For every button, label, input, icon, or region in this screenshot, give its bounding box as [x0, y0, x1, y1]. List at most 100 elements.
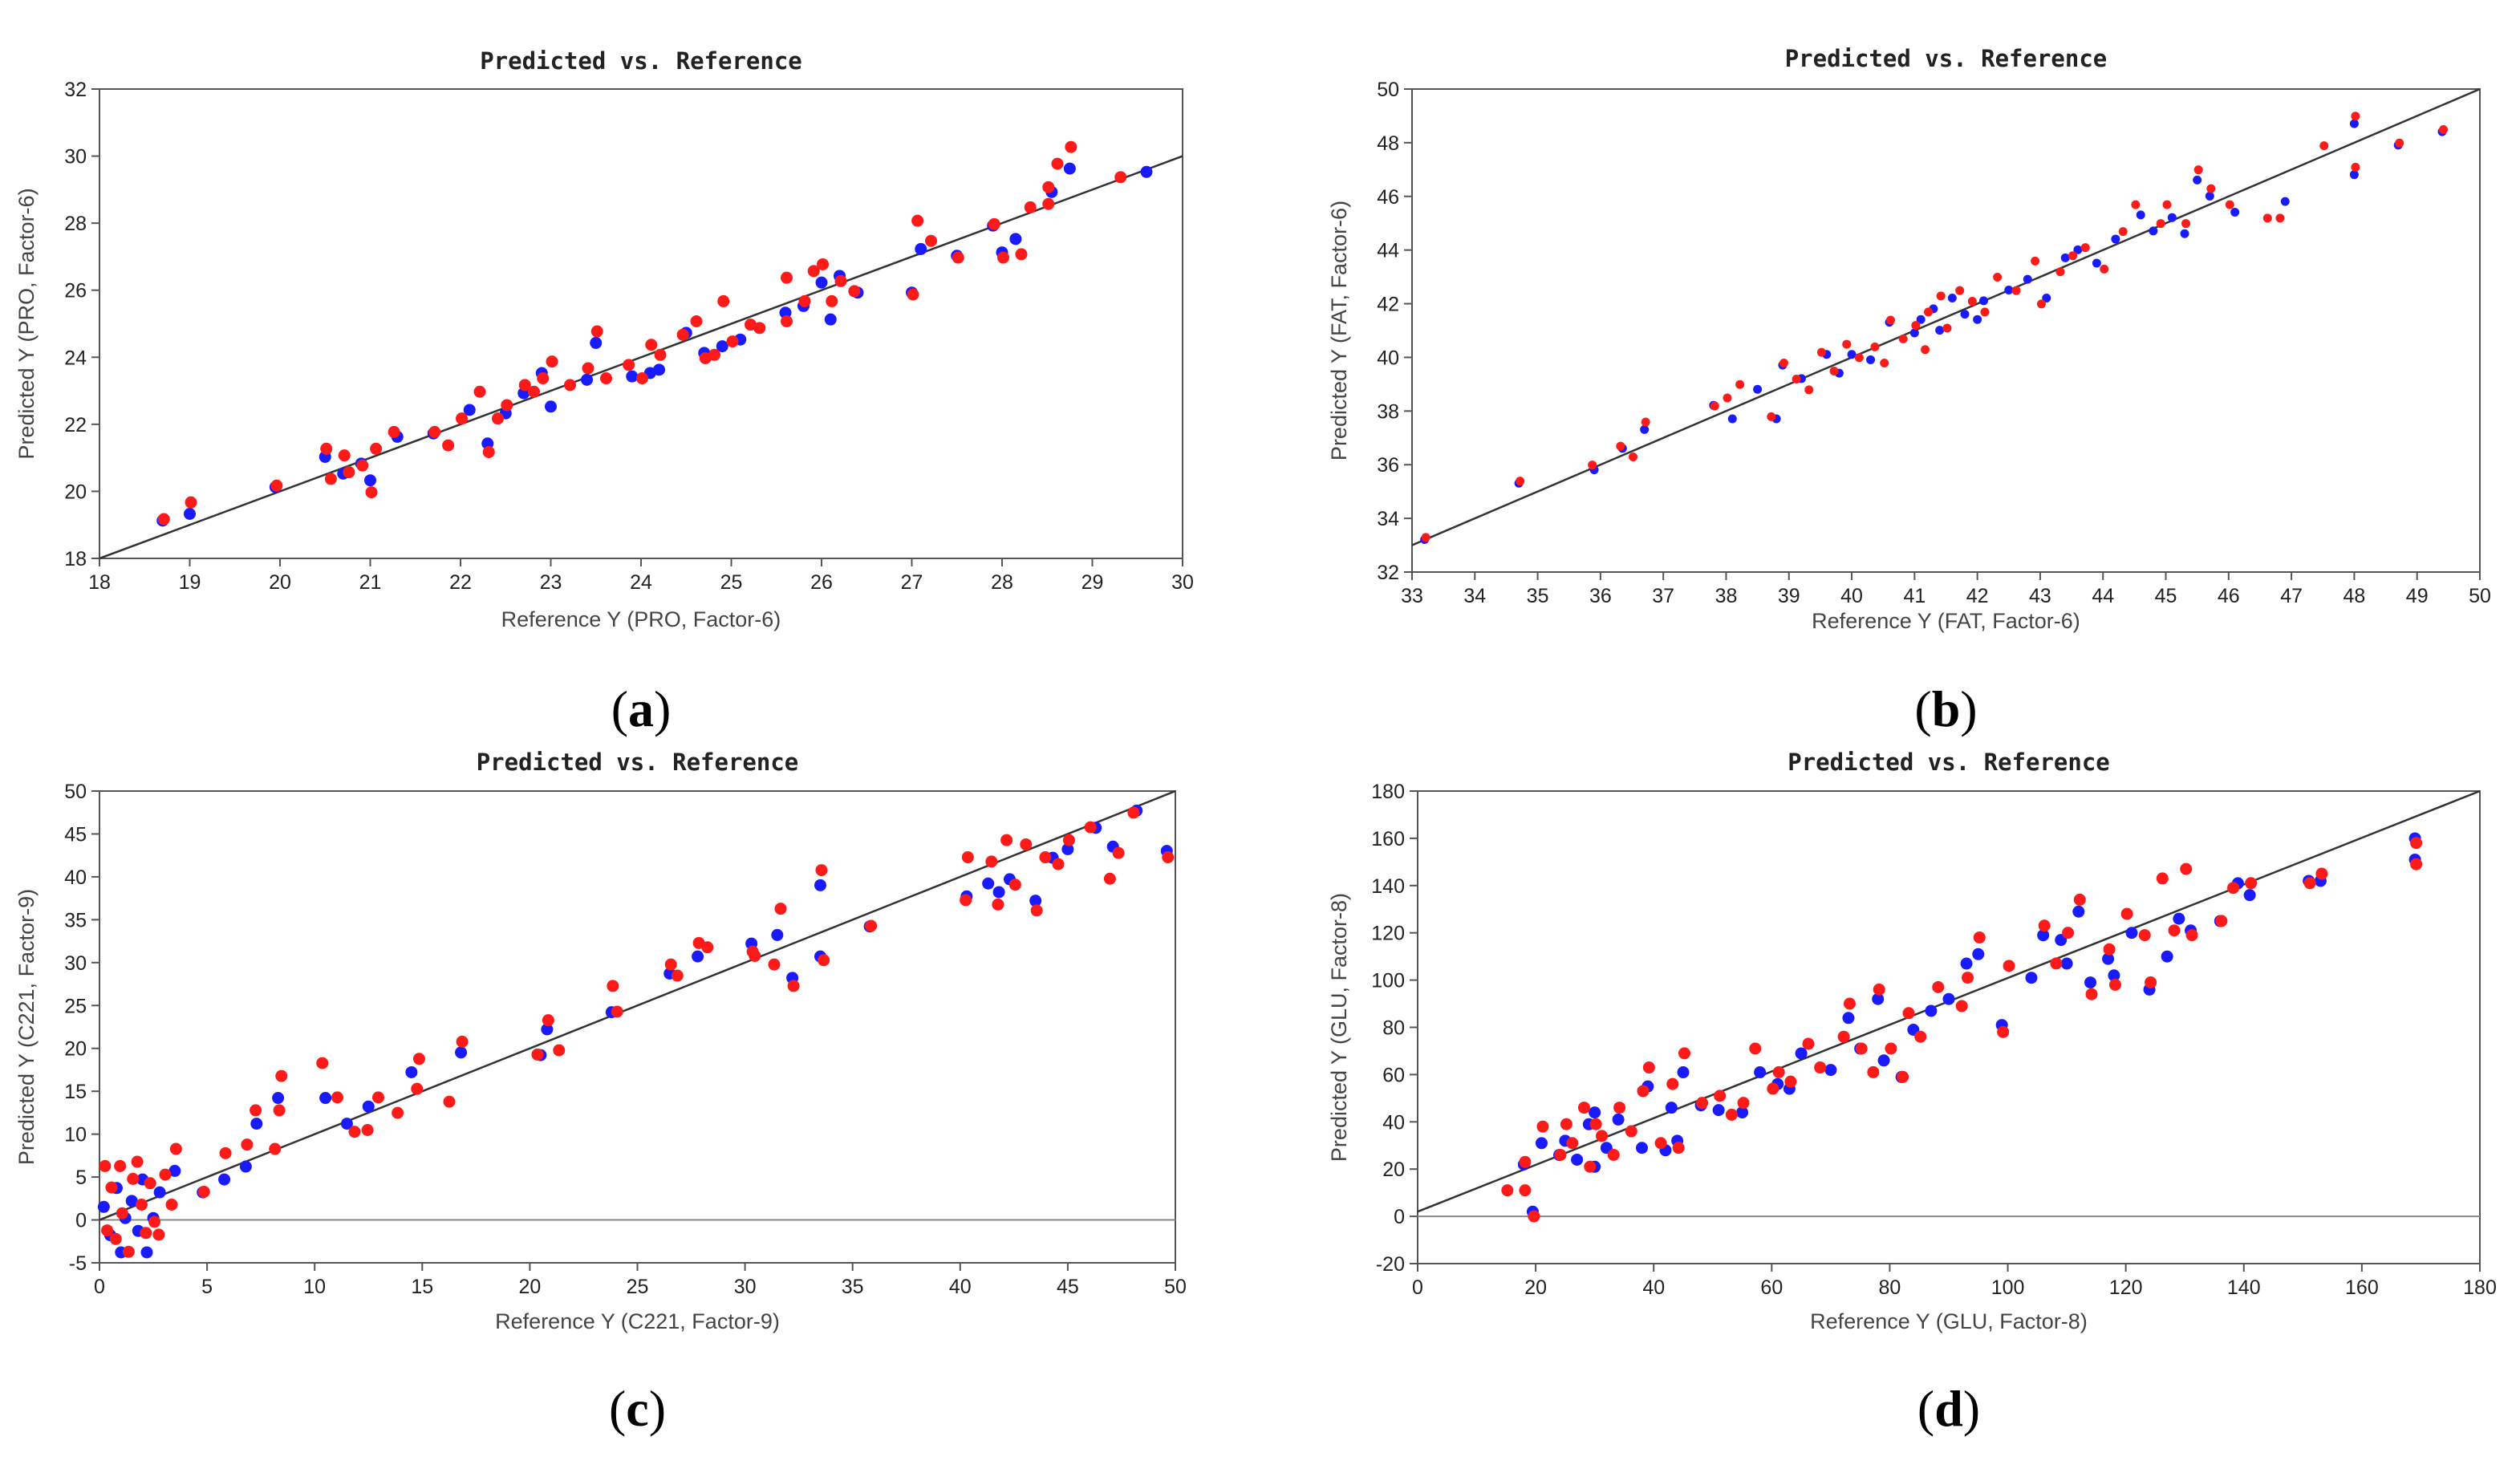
- data-point: [623, 359, 635, 371]
- data-point: [1696, 1097, 1709, 1110]
- data-point: [97, 1200, 110, 1213]
- x-tick-label: 40: [1642, 1276, 1665, 1299]
- data-point: [1654, 1137, 1667, 1150]
- data-point: [269, 1142, 282, 1155]
- y-tick-label: 32: [64, 79, 87, 101]
- data-point: [2215, 915, 2228, 927]
- data-point: [2173, 912, 2185, 925]
- panel-a: Predicted vs. Reference 18 19 20 21 22 23 24 25 2…: [14, 47, 1194, 737]
- x-tick-label: 29: [1081, 571, 1104, 594]
- panel-letter: a: [628, 680, 654, 737]
- panel-b: Predicted vs. Reference 33 34 35 36 37 38 39 40 4…: [1327, 45, 2491, 737]
- x-tick-label: 19: [179, 571, 201, 594]
- data-point: [116, 1207, 128, 1219]
- data-point: [1063, 162, 1076, 175]
- data-point: [1589, 1118, 1602, 1130]
- x-tick-label: 34: [1463, 585, 1486, 607]
- x-tick-label: 46: [2218, 585, 2240, 607]
- data-point: [272, 1092, 285, 1105]
- data-point: [645, 339, 658, 351]
- data-point: [197, 1185, 210, 1198]
- y-tick-label: -5: [69, 1252, 87, 1275]
- data-point: [2303, 877, 2316, 890]
- data-point: [338, 449, 351, 462]
- data-point: [371, 1091, 384, 1104]
- data-point: [2068, 251, 2078, 261]
- data-point: [1584, 1160, 1597, 1173]
- data-point: [2349, 119, 2359, 128]
- data-point: [101, 1224, 114, 1237]
- data-point: [815, 276, 828, 289]
- x-tick-label: 10: [303, 1276, 326, 1298]
- data-point: [273, 1104, 286, 1117]
- data-point: [915, 242, 927, 255]
- plot-area-frame: [1417, 790, 2481, 1264]
- panel-letter: c: [626, 1380, 648, 1437]
- data-point: [364, 474, 376, 487]
- data-point: [2275, 213, 2285, 223]
- data-point: [1955, 1000, 1968, 1012]
- data-point: [2410, 837, 2423, 850]
- data-point: [1710, 401, 1719, 411]
- y-tick-label: 160: [1371, 828, 1405, 850]
- y-axis-label: Predicted Y (C221, Factor-9): [14, 889, 39, 1165]
- data-point: [365, 486, 378, 499]
- data-point: [218, 1173, 231, 1186]
- x-tick-label: 160: [2345, 1276, 2379, 1299]
- data-point: [2100, 264, 2109, 274]
- data-point: [159, 1168, 172, 1181]
- series-calibration: [1420, 119, 2447, 545]
- chart-title: Predicted vs. Reference: [1785, 45, 2108, 72]
- data-point: [184, 508, 196, 520]
- data-point: [653, 363, 665, 376]
- x-tick-label: 5: [201, 1276, 213, 1298]
- data-point: [2243, 889, 2256, 902]
- data-point: [2167, 213, 2177, 222]
- x-tick-label: 43: [2029, 585, 2051, 607]
- data-point: [826, 294, 838, 307]
- data-point: [1898, 334, 1908, 343]
- data-point: [1824, 1064, 1837, 1077]
- data-point: [2149, 226, 2158, 236]
- data-point: [1935, 326, 1945, 335]
- data-point: [537, 372, 550, 385]
- data-point: [1666, 1077, 1679, 1090]
- y-tick-label: 18: [64, 548, 87, 570]
- data-point: [241, 1138, 254, 1151]
- data-point: [988, 217, 1000, 230]
- panel-caption: (d): [1917, 1380, 1980, 1437]
- panel-letter: d: [1934, 1380, 1963, 1437]
- y-axis-label: Predicted Y (GLU, Factor-8): [1327, 893, 1351, 1162]
- data-point: [564, 379, 576, 392]
- x-tick-label: 20: [518, 1276, 541, 1298]
- data-point: [1814, 1061, 1827, 1074]
- data-point: [140, 1246, 153, 1259]
- x-tick-label: 50: [2469, 585, 2491, 607]
- data-point: [1932, 980, 1945, 993]
- data-point: [952, 251, 964, 264]
- y-tick-label: 38: [1377, 400, 1399, 423]
- data-point: [405, 1065, 418, 1078]
- data-point: [553, 1044, 566, 1057]
- panel-d: Predicted vs. Reference 0 20 40 60 80 100 120 14…: [1327, 749, 2497, 1437]
- data-point: [250, 1104, 262, 1117]
- data-point: [753, 322, 766, 335]
- data-point: [818, 954, 830, 967]
- data-point: [1725, 1108, 1738, 1121]
- data-point: [2262, 213, 2272, 223]
- x-tick-label: 49: [2406, 585, 2429, 607]
- data-point: [1062, 834, 1075, 846]
- x-tick-label: 25: [720, 571, 743, 594]
- data-point: [2185, 929, 2198, 942]
- y-tick-label: 0: [1394, 1206, 1405, 1228]
- data-point: [1802, 1037, 1815, 1050]
- data-point: [144, 1177, 156, 1190]
- series-validation: [1421, 112, 2449, 542]
- data-point: [2055, 267, 2065, 277]
- x-tick-label: 44: [2092, 585, 2114, 607]
- data-point: [2161, 950, 2173, 963]
- x-tick-label: 24: [630, 571, 652, 594]
- y-tick-label: 32: [1377, 562, 1399, 584]
- data-point: [1754, 1066, 1767, 1079]
- data-point: [1784, 1075, 1797, 1088]
